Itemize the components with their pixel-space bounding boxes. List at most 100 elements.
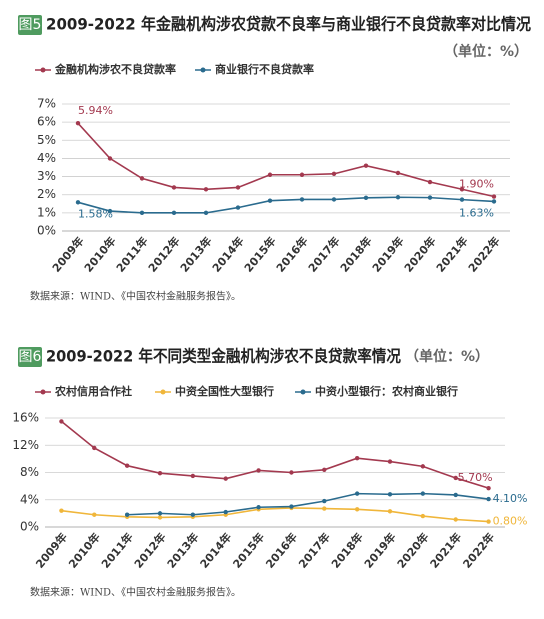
x-tick-label: 2019年 xyxy=(369,234,406,275)
data-point xyxy=(427,195,433,200)
data-point xyxy=(107,156,113,161)
y-tick-label: 12% xyxy=(12,438,39,452)
x-tick-label: 2021年 xyxy=(427,530,464,571)
data-point xyxy=(387,492,393,497)
figure-number: 图5 xyxy=(19,17,42,33)
data-point xyxy=(420,464,426,469)
data-point xyxy=(75,200,81,205)
y-tick-label: 2% xyxy=(37,187,56,201)
series-line xyxy=(61,507,489,523)
data-point xyxy=(322,467,327,472)
legend-marker xyxy=(300,389,306,395)
data-point xyxy=(387,509,393,514)
legend-label: 中资小型银行：农村商业银行 xyxy=(315,384,458,398)
x-tick-label: 2012年 xyxy=(145,234,182,275)
series-line xyxy=(60,420,489,489)
data-point xyxy=(486,485,491,491)
legend-label: 商业银行不良贷款率 xyxy=(215,62,314,76)
y-tick-label: 4% xyxy=(20,492,39,506)
x-tick-label: 2016年 xyxy=(273,234,310,275)
data-point xyxy=(107,208,113,214)
data-point xyxy=(491,194,497,199)
x-tick-label: 2015年 xyxy=(241,234,278,275)
data-point xyxy=(235,205,241,210)
data-point xyxy=(453,517,458,522)
data-point xyxy=(486,496,491,502)
y-tick-label: 3% xyxy=(37,169,56,183)
data-point xyxy=(171,210,177,216)
x-tick-label: 2020年 xyxy=(401,234,438,275)
data-label: 5.70% xyxy=(458,471,493,484)
x-tick-label: 2011年 xyxy=(98,530,135,571)
x-tick-label: 2022年 xyxy=(460,530,497,571)
legend-marker xyxy=(40,389,46,395)
x-tick-label: 2009年 xyxy=(49,234,86,275)
data-point xyxy=(459,187,465,192)
data-point xyxy=(322,498,327,504)
data-point xyxy=(453,475,458,481)
data-point xyxy=(486,519,491,524)
data-point xyxy=(157,515,163,520)
legend-marker xyxy=(40,67,46,73)
source-note: 数据来源：WIND、《中国农村金融服务报告》。 xyxy=(30,586,241,599)
figure-badge xyxy=(18,347,42,367)
data-point xyxy=(59,508,64,513)
x-tick-label: 2018年 xyxy=(328,530,365,571)
unit-label: （单位：%） xyxy=(405,348,489,365)
source-note: 数据来源：WIND、《中国农村金融服务报告》。 xyxy=(30,290,241,303)
data-point xyxy=(331,197,337,202)
data-point xyxy=(363,163,369,168)
y-tick-label: 0% xyxy=(37,224,56,238)
x-tick-label: 2017年 xyxy=(295,530,332,571)
unit-label: （单位：%） xyxy=(444,43,528,60)
data-point xyxy=(354,455,360,461)
x-tick-label: 2014年 xyxy=(209,234,246,275)
x-tick-label: 2011年 xyxy=(113,234,150,275)
x-tick-label: 2016年 xyxy=(263,530,300,571)
y-tick-label: 6% xyxy=(37,115,56,129)
data-point xyxy=(139,176,145,181)
data-point xyxy=(171,185,177,190)
data-point xyxy=(299,197,305,202)
data-point xyxy=(354,507,360,512)
figure-badge xyxy=(18,15,42,35)
figure-number: 图6 xyxy=(19,349,42,365)
data-point xyxy=(223,476,228,481)
data-point xyxy=(322,506,327,511)
data-point xyxy=(363,195,369,200)
data-point xyxy=(190,473,196,479)
data-label: 1.63% xyxy=(459,206,494,219)
data-point xyxy=(235,185,241,190)
data-point xyxy=(459,197,465,202)
legend-label: 金融机构涉农不良贷款率 xyxy=(54,62,176,76)
x-tick-label: 2021年 xyxy=(433,234,470,275)
data-point xyxy=(124,512,130,517)
data-point xyxy=(157,511,163,516)
x-tick-label: 2017年 xyxy=(305,234,342,275)
legend-label: 中资全国性大型银行 xyxy=(175,384,274,398)
data-point xyxy=(299,172,305,177)
data-point xyxy=(157,470,163,476)
data-point xyxy=(256,505,261,510)
legend-marker xyxy=(160,389,166,395)
legend-marker xyxy=(200,67,206,73)
data-point xyxy=(420,491,426,496)
data-point xyxy=(92,512,97,517)
data-point xyxy=(267,172,273,177)
data-point xyxy=(420,513,426,519)
data-label: 1.90% xyxy=(459,178,494,191)
x-tick-label: 2013年 xyxy=(164,530,201,571)
data-label: 4.10% xyxy=(493,492,528,505)
data-point xyxy=(256,468,261,473)
x-tick-label: 2014年 xyxy=(197,530,234,571)
y-tick-label: 0% xyxy=(20,520,39,534)
data-point xyxy=(203,187,209,192)
data-point xyxy=(75,121,81,126)
series-line xyxy=(77,196,495,214)
y-tick-label: 4% xyxy=(37,151,56,165)
y-tick-label: 1% xyxy=(37,205,56,219)
x-tick-label: 2018年 xyxy=(337,234,374,275)
data-label: 1.58% xyxy=(78,207,113,220)
series-line xyxy=(127,492,489,516)
data-point xyxy=(267,198,273,203)
